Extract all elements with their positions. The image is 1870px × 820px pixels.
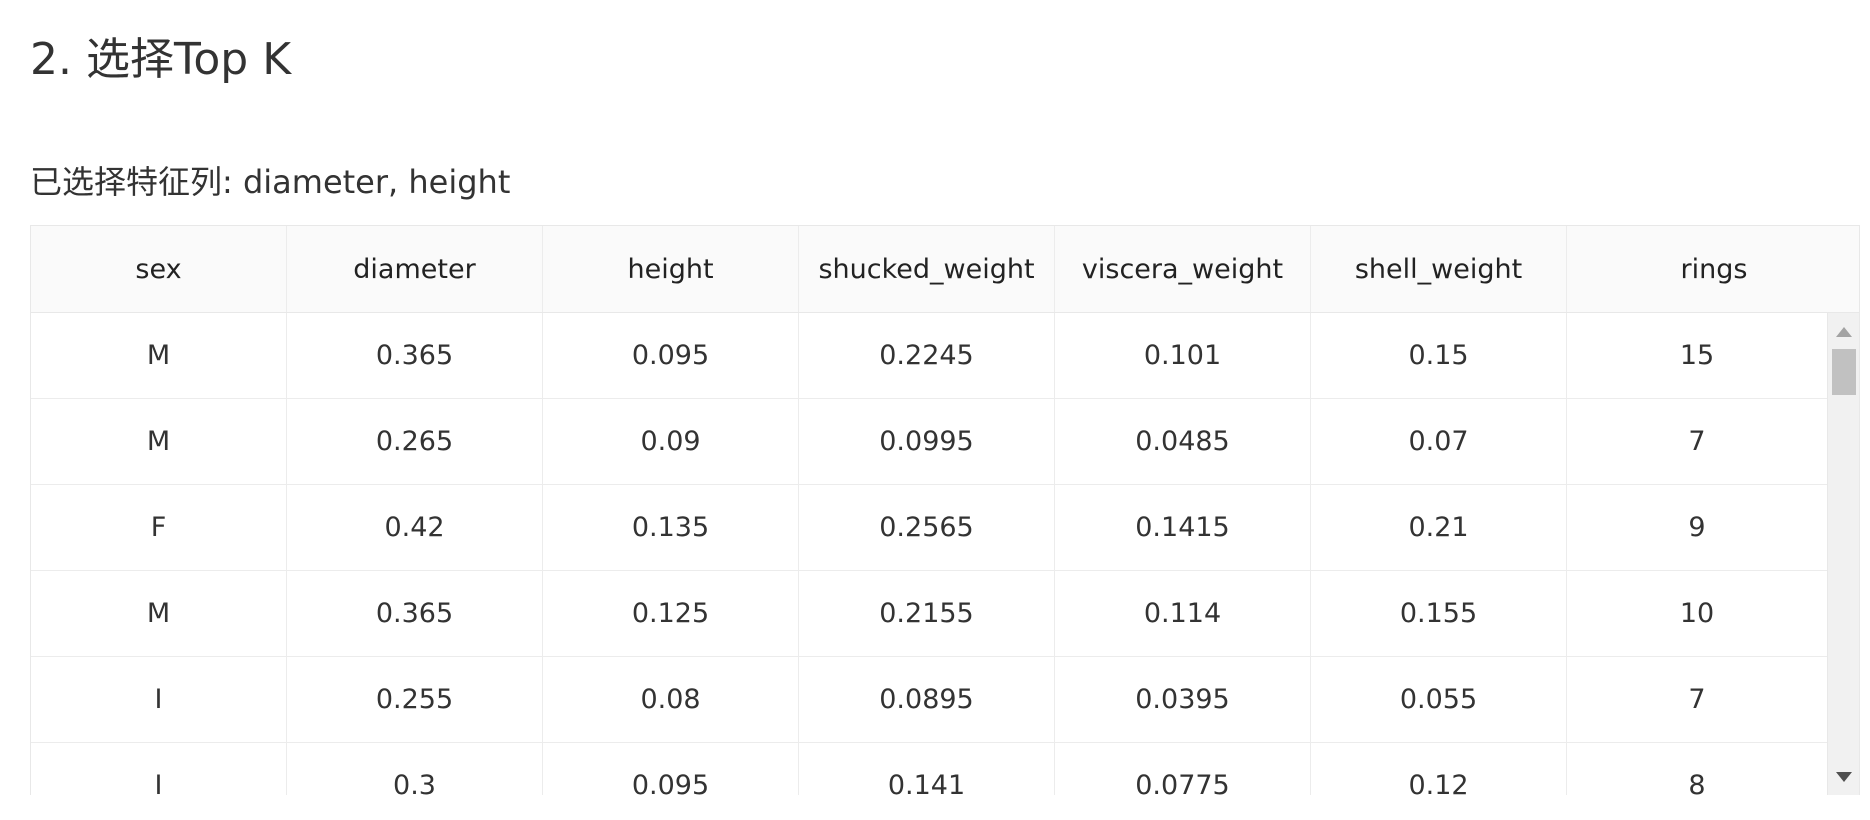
table-cell: 0.095 <box>543 743 799 795</box>
table-cell: M <box>31 313 287 398</box>
table-cell: 0.2155 <box>799 571 1055 656</box>
table-header: sex diameter height shucked_weight visce… <box>31 226 1859 313</box>
table-cell: 0.365 <box>287 571 543 656</box>
table-cell: 0.0395 <box>1055 657 1311 742</box>
column-header-rings[interactable]: rings <box>1680 253 1748 285</box>
table-cell: 0.2245 <box>799 313 1055 398</box>
table-row: I 0.3 0.095 0.141 0.0775 0.12 8 <box>31 743 1827 795</box>
table-row: F 0.42 0.135 0.2565 0.1415 0.21 9 <box>31 485 1827 571</box>
column-header-height[interactable]: height <box>543 226 799 312</box>
vertical-scrollbar[interactable] <box>1827 313 1859 795</box>
table-cell: 7 <box>1688 426 1706 457</box>
table-cell: 0.055 <box>1311 657 1567 742</box>
table-cell: 0.09 <box>543 399 799 484</box>
table-cell: 0.0895 <box>799 657 1055 742</box>
table-cell: 0.1415 <box>1055 485 1311 570</box>
section-title: 2. 选择Top K <box>30 34 292 85</box>
table-row: I 0.255 0.08 0.0895 0.0395 0.055 7 <box>31 657 1827 743</box>
data-table: sex diameter height shucked_weight visce… <box>30 225 1860 795</box>
table-cell: 8 <box>1688 770 1706 795</box>
table-cell: 0.141 <box>799 743 1055 795</box>
table-cell: 0.0775 <box>1055 743 1311 795</box>
table-cell: 0.0485 <box>1055 399 1311 484</box>
table-cell: 0.114 <box>1055 571 1311 656</box>
selected-features-text: 已选择特征列: diameter, height <box>30 163 511 201</box>
table-cell: 0.365 <box>287 313 543 398</box>
scrollbar-thumb[interactable] <box>1832 349 1856 395</box>
table-cell: 15 <box>1679 340 1715 371</box>
table-cell: 0.255 <box>287 657 543 742</box>
table-cell: I <box>31 743 287 795</box>
column-header-shell-weight[interactable]: shell_weight <box>1311 226 1567 312</box>
table-body: M 0.365 0.095 0.2245 0.101 0.15 15 M 0.2… <box>31 313 1827 795</box>
column-header-diameter[interactable]: diameter <box>287 226 543 312</box>
table-cell: M <box>31 571 287 656</box>
table-cell: 0.0995 <box>799 399 1055 484</box>
triangle-down-icon[interactable] <box>1836 772 1852 782</box>
table-row: M 0.265 0.09 0.0995 0.0485 0.07 7 <box>31 399 1827 485</box>
table-cell: 0.101 <box>1055 313 1311 398</box>
column-header-shucked-weight[interactable]: shucked_weight <box>799 226 1055 312</box>
table-cell: 0.3 <box>287 743 543 795</box>
table-cell: 0.095 <box>543 313 799 398</box>
table-cell: 0.12 <box>1311 743 1567 795</box>
table-cell: 0.21 <box>1311 485 1567 570</box>
table-cell: 0.42 <box>287 485 543 570</box>
table-cell: 0.2565 <box>799 485 1055 570</box>
table-cell: 10 <box>1679 598 1715 629</box>
table-cell: F <box>31 485 287 570</box>
table-cell: 9 <box>1688 512 1706 543</box>
table-cell: 0.08 <box>543 657 799 742</box>
table-row: M 0.365 0.125 0.2155 0.114 0.155 10 <box>31 571 1827 657</box>
table-row: M 0.365 0.095 0.2245 0.101 0.15 15 <box>31 313 1827 399</box>
table-cell: 0.155 <box>1311 571 1567 656</box>
table-cell: 0.135 <box>543 485 799 570</box>
column-header-sex[interactable]: sex <box>31 226 287 312</box>
table-cell: 0.125 <box>543 571 799 656</box>
column-header-viscera-weight[interactable]: viscera_weight <box>1055 226 1311 312</box>
table-cell: 0.07 <box>1311 399 1567 484</box>
table-cell: I <box>31 657 287 742</box>
table-cell: 0.265 <box>287 399 543 484</box>
table-cell: M <box>31 399 287 484</box>
table-cell: 0.15 <box>1311 313 1567 398</box>
triangle-up-icon[interactable] <box>1836 327 1852 337</box>
table-cell: 7 <box>1688 684 1706 715</box>
